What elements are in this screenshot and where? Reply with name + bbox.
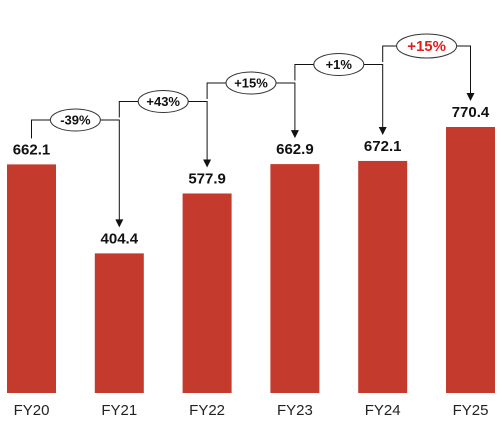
annotation-bubble bbox=[313, 53, 365, 76]
value-label: 662.9 bbox=[276, 141, 314, 158]
arrow-head bbox=[203, 159, 212, 168]
x-tick-label: FY23 bbox=[277, 402, 313, 419]
bar bbox=[270, 164, 320, 393]
value-label: 662.1 bbox=[13, 141, 51, 158]
value-label: 672.1 bbox=[364, 138, 402, 155]
arrow-head bbox=[466, 93, 475, 101]
value-label: 770.4 bbox=[452, 104, 490, 121]
bar bbox=[94, 253, 144, 393]
arrow-head bbox=[115, 219, 124, 228]
x-tick-label: FY21 bbox=[101, 402, 137, 419]
bar bbox=[182, 193, 232, 393]
bar bbox=[358, 160, 408, 393]
value-label: 404.4 bbox=[101, 230, 139, 247]
arrow-head bbox=[290, 130, 299, 139]
arrow-head bbox=[378, 126, 387, 135]
x-tick-label: FY20 bbox=[14, 402, 50, 419]
annotation: +15% bbox=[234, 75, 268, 90]
annotation: -39% bbox=[60, 112, 91, 127]
annotation-bubble bbox=[137, 90, 189, 113]
bar bbox=[7, 164, 56, 393]
annotation: +43% bbox=[146, 94, 180, 109]
annotation: +15% bbox=[407, 38, 446, 55]
x-tick-label: FY24 bbox=[365, 402, 401, 419]
annotation-bubble bbox=[49, 108, 101, 132]
x-tick-label: FY22 bbox=[189, 402, 225, 419]
annotation: +1% bbox=[326, 57, 353, 72]
annotation-bubble bbox=[396, 33, 458, 59]
x-tick-label: FY25 bbox=[453, 402, 489, 419]
bar bbox=[446, 127, 495, 393]
annotation-bubble bbox=[225, 71, 277, 95]
value-label: 577.9 bbox=[188, 170, 226, 187]
